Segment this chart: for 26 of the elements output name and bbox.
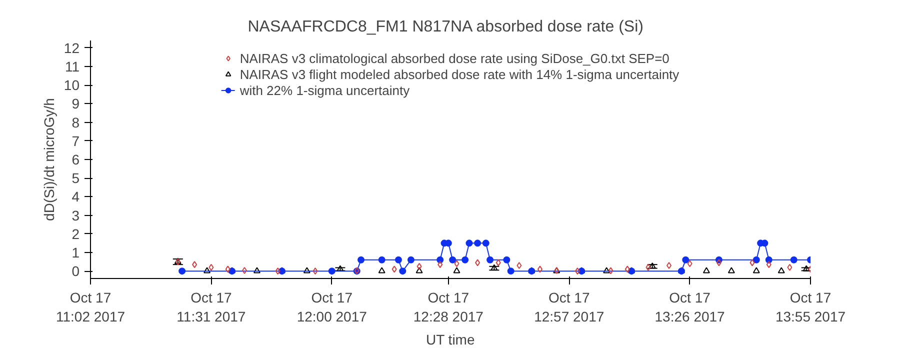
legend-label: with 22% 1-sigma uncertainty <box>240 82 410 98</box>
y-tick-label: 2 <box>72 226 80 242</box>
x-tick-label: Oct 17 13:26 2017 <box>654 290 726 325</box>
legend-label: NAIRAS v3 flight modeled absorbed dose rate with 14% 1-sigma uncertainty <box>240 66 680 82</box>
x-tick-label: Oct 17 11:31 2017 <box>176 290 246 325</box>
y-tick-label: 12 <box>64 40 80 56</box>
legend-label: NAIRAS v3 climatological absorbed dose rate using SiDose_G0.txt SEP=0 <box>240 50 670 66</box>
y-tick-label: 7 <box>72 132 80 149</box>
y-tick-label: 4 <box>72 188 80 205</box>
x-tick-label: Oct 17 13:55 2017 <box>775 290 846 325</box>
chart-title: NASAAFRCDC8_FM1 N817NA absorbed dose rate (Si) <box>248 18 644 36</box>
y-tick-label: 6 <box>72 152 80 168</box>
y-tick-label: 11 <box>64 58 80 75</box>
y-tick-label: 9 <box>72 96 80 112</box>
y-axis-title: dD(Si)/dt microGy/h <box>40 98 57 221</box>
y-tick-label: 5 <box>72 170 80 186</box>
y-tick-label: 10 <box>64 77 80 94</box>
x-tick-label: Oct 17 12:28 2017 <box>413 290 484 325</box>
x-tick-label: Oct 17 12:57 2017 <box>534 290 604 325</box>
y-tick-label: 3 <box>72 207 80 224</box>
y-tick-label: 1 <box>72 244 80 260</box>
y-tick-label: 8 <box>72 114 80 130</box>
y-tick-label: 0 <box>72 263 80 280</box>
x-axis-title: UT time <box>426 332 475 348</box>
x-tick-label: Oct 17 11:02 2017 <box>56 290 126 325</box>
x-tick-label: Oct 17 12:00 2017 <box>296 290 368 325</box>
